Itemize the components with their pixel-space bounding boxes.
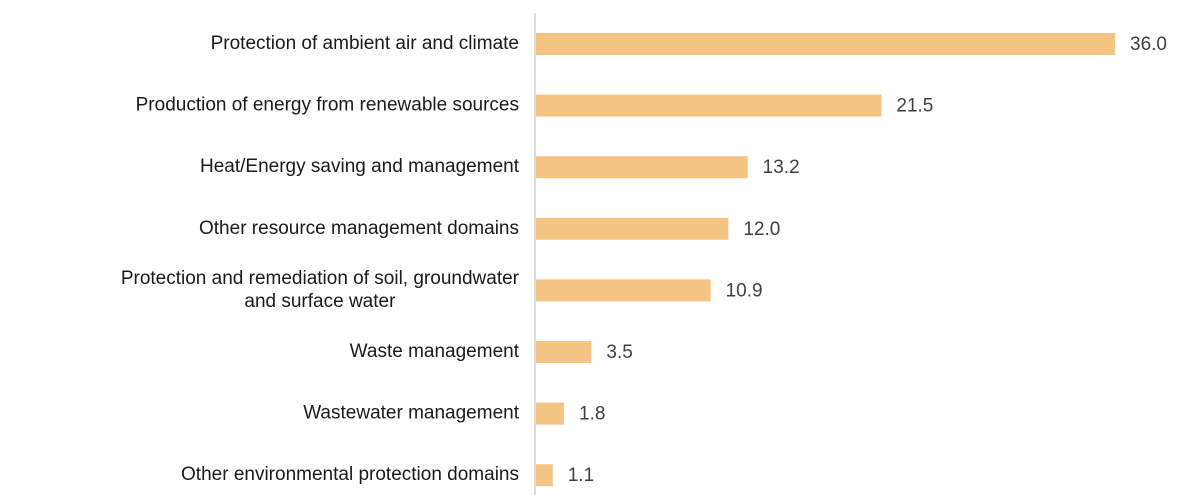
- value-label: 12.0: [743, 219, 780, 240]
- value-label: 3.5: [606, 342, 632, 363]
- category-label: Protection of ambient air and climate: [211, 33, 519, 54]
- value-label: 1.8: [579, 404, 605, 425]
- category-label: Protection and remediation of soil, grou…: [121, 268, 520, 312]
- bar: [536, 464, 553, 487]
- value-label: 10.9: [726, 280, 763, 301]
- value-label: 21.5: [896, 96, 933, 117]
- value-label: 13.2: [763, 157, 800, 178]
- category-label: Other environmental protection domains: [181, 464, 519, 485]
- category-label: Wastewater management: [303, 403, 520, 424]
- category-label: Other resource management domains: [199, 218, 519, 239]
- category-label: Waste management: [350, 341, 520, 362]
- bar: [536, 156, 748, 179]
- bar: [536, 94, 882, 117]
- bar: [536, 33, 1115, 55]
- category-label: Production of energy from renewable sour…: [136, 95, 519, 116]
- bar: [536, 341, 592, 363]
- value-label: 36.0: [1130, 34, 1167, 55]
- bar: [536, 279, 711, 302]
- bar: [536, 217, 729, 240]
- value-label: 1.1: [568, 465, 594, 486]
- bar: [536, 402, 564, 425]
- category-label: Heat/Energy saving and management: [200, 156, 520, 177]
